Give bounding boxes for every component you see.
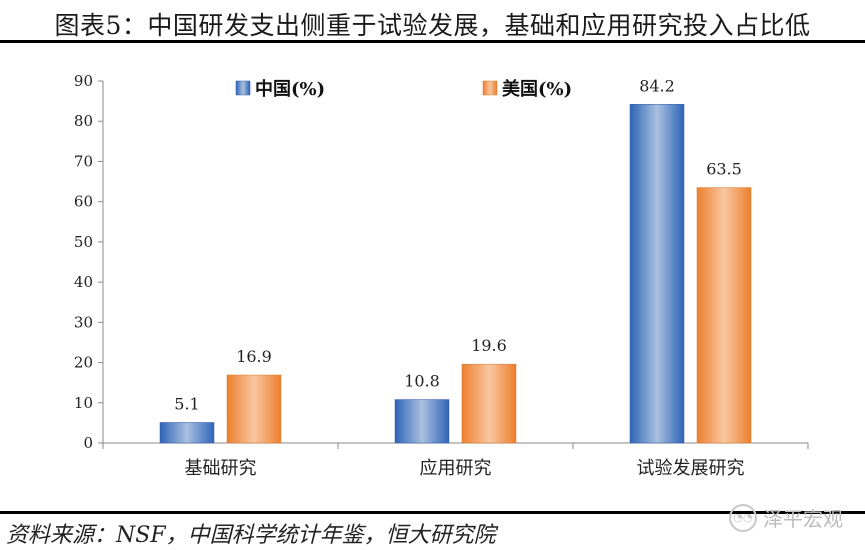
legend-swatch bbox=[235, 80, 251, 96]
chart-bars bbox=[159, 104, 752, 444]
y-tick-label: 80 bbox=[74, 112, 93, 130]
legend-swatch bbox=[482, 80, 498, 96]
bar-usa bbox=[696, 187, 752, 444]
bar-usa bbox=[461, 363, 517, 444]
legend-label: 中国(%) bbox=[255, 78, 325, 100]
watermark: ◔◔ 泽平宏观 bbox=[729, 503, 843, 532]
data-label: 10.8 bbox=[404, 372, 440, 391]
y-tick-label: 90 bbox=[74, 72, 93, 90]
data-label: 5.1 bbox=[174, 394, 199, 413]
chart-title: 图表5：中国研发支出侧重于试验发展，基础和应用研究投入占比低 bbox=[54, 11, 811, 40]
top-rule bbox=[0, 40, 865, 43]
bar-usa bbox=[226, 374, 282, 444]
y-tick-label: 60 bbox=[74, 193, 93, 211]
y-tick-label: 20 bbox=[74, 354, 93, 372]
y-tick-label: 40 bbox=[74, 273, 93, 291]
chart-legend: 中国(%) 美国(%) bbox=[235, 78, 572, 100]
data-label: 16.9 bbox=[236, 347, 272, 366]
bottom-rule bbox=[0, 511, 865, 514]
watermark-text: 泽平宏观 bbox=[763, 507, 843, 531]
bar-china bbox=[629, 104, 685, 444]
bar-china bbox=[394, 399, 450, 444]
data-label: 84.2 bbox=[639, 76, 675, 95]
data-label: 63.5 bbox=[706, 160, 742, 179]
y-tick-label: 10 bbox=[74, 394, 93, 412]
data-label: 19.6 bbox=[471, 336, 507, 355]
y-tick-label: 50 bbox=[74, 233, 93, 251]
y-tick-label: 70 bbox=[74, 152, 93, 170]
y-tick-label: 30 bbox=[74, 313, 93, 331]
wechat-icon: ◔◔ bbox=[729, 503, 757, 532]
chart-labels: 基础研究 5.1 16.9 应用研究 10.8 19.6 试验发展研究 84.2 63.5 bbox=[174, 76, 744, 479]
x-tick-label: 试验发展研究 bbox=[637, 458, 745, 479]
x-tick-label: 基础研究 bbox=[185, 458, 257, 479]
y-tick-label: 0 bbox=[83, 434, 93, 452]
x-tick-label: 应用研究 bbox=[420, 458, 492, 479]
bar-chart: 0 10 20 30 40 50 60 70 80 90 基础研究 5.1 16.9 应用研究 10.8 1… bbox=[74, 72, 809, 479]
bar-china bbox=[159, 422, 215, 444]
legend-label: 美国(%) bbox=[502, 78, 572, 100]
source-note: 资料来源：NSF，中国科学统计年鉴，恒大研究院 bbox=[6, 523, 496, 548]
chart-axes: 0 10 20 30 40 50 60 70 80 90 bbox=[74, 72, 809, 452]
